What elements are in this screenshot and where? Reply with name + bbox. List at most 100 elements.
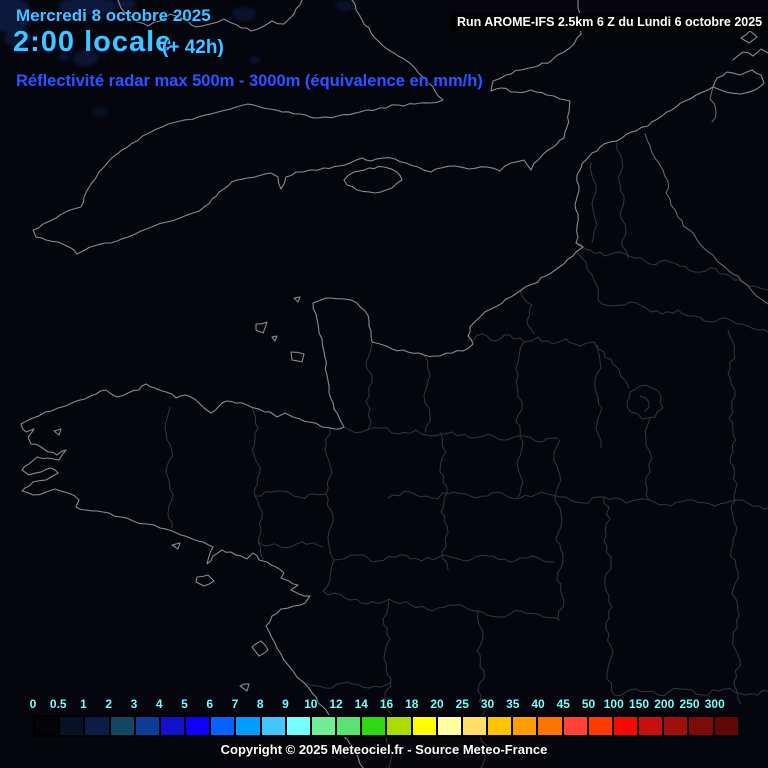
precip-echo — [232, 7, 256, 21]
country-borders — [644, 86, 768, 305]
island-outline — [290, 351, 305, 363]
department-border-line — [613, 687, 768, 697]
department-border-line — [589, 162, 598, 244]
scale-label: 40 — [531, 697, 545, 711]
scale-swatch — [35, 717, 59, 735]
department-border-line — [730, 505, 742, 705]
department-border-line — [467, 333, 630, 389]
scale-label: 16 — [379, 697, 394, 711]
department-border-line — [251, 406, 264, 560]
scale-swatch — [362, 717, 386, 735]
scale-label: 150 — [628, 697, 650, 711]
island-outline — [251, 640, 269, 657]
precip-echo — [58, 53, 70, 61]
coastline — [32, 0, 582, 255]
department-border-line — [476, 610, 487, 768]
department-border-line — [343, 426, 559, 443]
scale-label: 0.5 — [49, 697, 67, 711]
forecast-offset-label: (+ 42h) — [162, 37, 224, 58]
scale-swatch — [714, 717, 738, 735]
island-outline — [171, 542, 181, 550]
coastline — [20, 86, 714, 768]
scale-label: 45 — [556, 697, 570, 711]
scale-swatch — [538, 717, 562, 735]
scale-label: 6 — [206, 697, 214, 711]
scale-color-bar — [33, 715, 740, 737]
scale-label: 2 — [105, 697, 113, 711]
scale-swatch — [337, 717, 361, 735]
scale-swatch — [437, 717, 461, 735]
scale-label: 250 — [679, 697, 700, 711]
scale-label: 200 — [654, 697, 675, 711]
department-border-line — [603, 496, 615, 696]
scale-swatch — [311, 717, 336, 735]
scale-label: 100 — [603, 697, 624, 711]
precip-echo — [0, 0, 32, 33]
scale-label: 12 — [329, 697, 343, 711]
island-outline — [293, 296, 301, 303]
product-title-label: Réflectivité radar max 500m - 3000m (équ… — [16, 72, 483, 90]
department-border-line — [322, 590, 561, 621]
department-border-line — [616, 142, 629, 259]
scale-swatch — [513, 717, 537, 735]
department-border-line — [423, 354, 431, 433]
scale-label: 20 — [430, 697, 444, 711]
precip-echo — [58, 0, 118, 15]
island-outline — [712, 69, 765, 95]
coastlines — [20, 0, 768, 768]
precip-echo — [335, 1, 355, 11]
scale-swatch — [462, 717, 487, 735]
department-border-line — [387, 490, 561, 500]
department-border-line — [322, 428, 335, 592]
forecast-date-label: Mercredi 8 octobre 2025 — [16, 6, 211, 25]
department-border-line — [575, 251, 768, 333]
scale-swatch — [211, 717, 235, 735]
scale-swatch — [186, 717, 210, 735]
department-border-line — [639, 395, 650, 412]
scale-swatch — [664, 717, 688, 735]
precipitation-echoes — [0, 0, 355, 117]
forecast-time-label: 2:00 locale — [13, 26, 173, 58]
department-border-line — [333, 554, 555, 563]
precip-echo — [92, 107, 108, 117]
department-borders — [164, 142, 768, 768]
island-outline — [53, 428, 62, 436]
scale-label: 5 — [181, 697, 188, 711]
department-border-line — [553, 439, 565, 619]
scale-label: 8 — [256, 697, 264, 711]
scale-label: 35 — [506, 697, 520, 711]
scale-label: 300 — [704, 697, 725, 711]
coastline — [732, 48, 768, 61]
scale-swatch — [639, 717, 663, 735]
scale-swatch — [488, 717, 512, 735]
reflectivity-scale: 0 0.5 1 2 3 4 5 6 7 8 9 10 12 14 16 18 20 25 30 35 40 45 50 100… — [30, 697, 740, 737]
precip-echo — [73, 50, 99, 66]
department-border-line — [594, 344, 603, 449]
department-border-line — [727, 329, 738, 507]
scale-swatch — [135, 717, 159, 735]
island-outline — [343, 165, 403, 194]
scale-swatch — [588, 717, 612, 735]
scale-swatch — [60, 717, 84, 735]
scale-label: 9 — [282, 697, 289, 711]
scale-label: 50 — [581, 697, 596, 711]
country-border-line — [644, 133, 768, 305]
department-border-line — [575, 242, 768, 291]
department-border-line — [515, 341, 525, 498]
precip-echo — [4, 29, 32, 47]
department-border-line — [254, 490, 327, 499]
scale-swatch — [563, 717, 587, 735]
department-border-line — [626, 384, 664, 420]
scale-swatch — [613, 717, 638, 735]
department-border-line — [648, 499, 768, 510]
precip-echo — [205, 38, 219, 46]
precip-echo — [250, 56, 260, 64]
scale-swatch — [85, 717, 109, 735]
island-outline — [740, 30, 758, 44]
department-border-line — [519, 290, 535, 335]
scale-swatch — [387, 717, 411, 735]
scale-label: 30 — [480, 697, 495, 711]
scale-label: 14 — [354, 697, 368, 711]
